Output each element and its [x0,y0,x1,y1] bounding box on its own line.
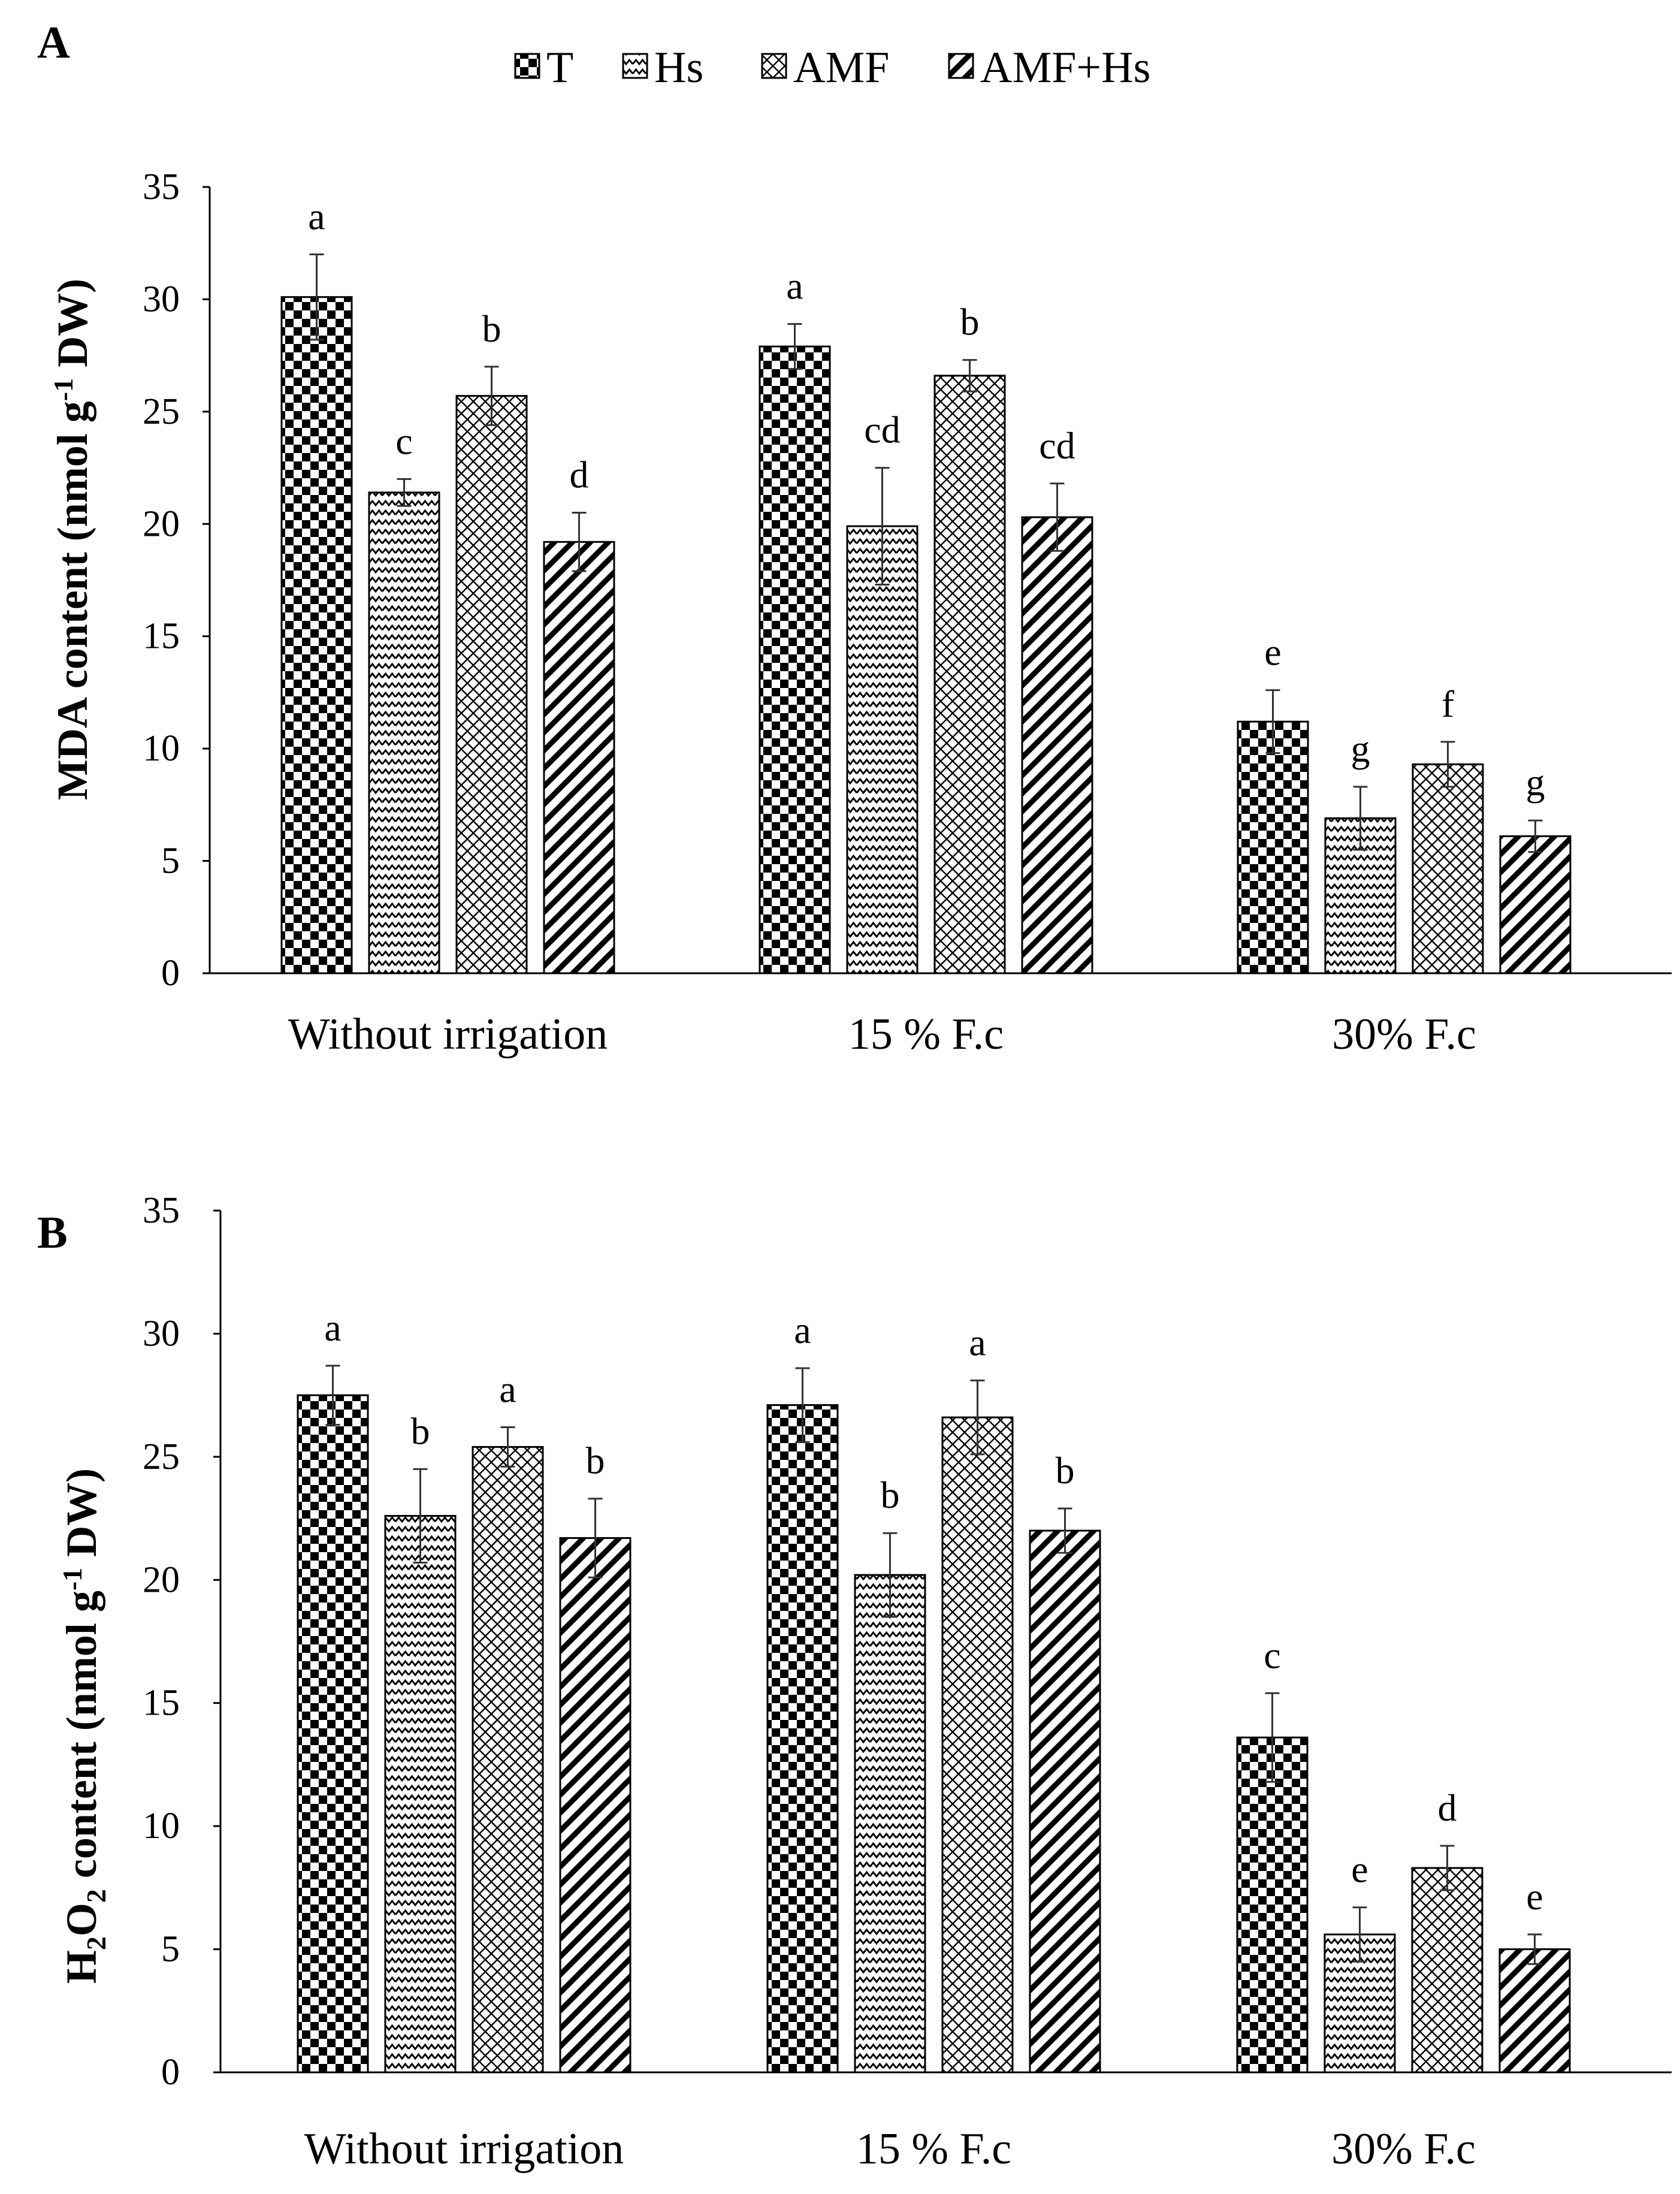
bar-b-amf-3 [1411,1867,1483,2074]
legend-swatch-amf [761,53,787,79]
y-tick-label-b: 15 [143,1683,180,1724]
significance-letter-b-amf-hs-3: e [1526,1875,1543,1918]
significance-letter-b-t-2: a [794,1309,811,1351]
significance-letter-b-t-3: c [1264,1634,1280,1676]
significance-letter-a-hs-2: cd [864,409,900,451]
chart-panel-a: 0 5 10 15 20 25 30 35 a c b d Without irrigation a cd b… [143,167,1672,1059]
significance-letter-a-amf-hs-1: d [570,454,589,496]
significance-letter-b-amf-3: d [1438,1786,1457,1829]
category-label-a-15-f-c: 15 % F.c [848,1010,1004,1059]
y-tick-label-b: 5 [161,1929,180,1970]
significance-letter-a-amf-2: b [960,301,980,343]
legend-swatch-amf-hs [948,53,974,79]
y-axis-title-b-sup: -1 [57,1568,87,1591]
category-label-b-without-irrigation: Without irrigation [304,2124,624,2174]
y-axis-title-b-tail: DW) [58,1468,105,1568]
y-tick-label-a: 35 [143,167,180,207]
significance-letter-b-hs-3: e [1351,1848,1368,1891]
significance-letter-a-amf-3: f [1442,683,1455,725]
category-label-a-30-f-c: 30% F.c [1332,1010,1476,1059]
significance-letter-a-t-2: a [786,265,803,307]
category-label-b-15-f-c: 15 % F.c [856,2124,1011,2174]
bar-a-amf-hs-1 [543,541,615,974]
legend: T Hs AMF AMF+Hs [514,43,1150,92]
bar-b-amf-2 [941,1416,1014,2074]
y-axis-title-a-tail: DW) [49,279,96,378]
significance-letter-a-hs-1: c [395,420,412,462]
significance-letter-a-amf-1: b [482,307,501,350]
y-axis-title-b-sub1: 2 [81,1936,111,1950]
y-axis-title-a-sup: -1 [48,378,78,401]
y-tick-label-a: 20 [143,503,180,544]
bar-b-t-3 [1236,1736,1309,2074]
bar-a-t-3 [1237,720,1309,974]
significance-letter-b-t-1: a [324,1306,341,1349]
significance-letter-b-amf-2: a [969,1321,986,1363]
legend-swatch-hs [622,53,648,79]
y-tick-label-b: 0 [161,2052,180,2093]
y-tick-label-a: 5 [161,841,180,882]
bar-b-hs-2 [854,1574,926,2074]
legend-item-hs: Hs [622,43,703,92]
panel-letter-a: A [37,17,70,68]
bar-b-amf-1 [472,1445,544,2074]
bar-a-t-2 [759,345,831,974]
significance-letter-a-amf-hs-2: cd [1039,424,1075,467]
significance-letter-a-hs-3: g [1351,728,1370,770]
bar-a-amf-hs-2 [1021,516,1093,974]
bar-b-amf-hs-3 [1498,1948,1571,2074]
significance-letter-b-hs-1: b [411,1410,430,1452]
legend-swatch-t [514,53,540,79]
significance-letter-a-t-1: a [308,195,325,237]
significance-letter-a-t-3: e [1264,631,1281,674]
y-tick-label-a: 0 [161,953,180,994]
panel-letter-b: B [37,1208,68,1258]
y-axis-title-b-main: content (nmol g [58,1591,105,1889]
bar-a-amf-3 [1412,763,1484,974]
significance-letter-b-amf-hs-1: b [586,1439,605,1482]
category-label-b-30-f-c: 30% F.c [1331,2124,1476,2174]
bar-a-amf-2 [933,375,1006,974]
bar-b-hs-1 [384,1514,457,2074]
legend-label-amf-hs: AMF+Hs [980,43,1150,92]
category-label-a-without-irrigation: Without irrigation [288,1010,608,1059]
bar-a-amf-hs-3 [1499,835,1572,974]
legend-label-t: T [546,43,573,92]
legend-item-amf-hs: AMF+Hs [948,43,1150,92]
y-tick-label-b: 20 [143,1559,180,1600]
significance-letter-b-amf-hs-2: b [1056,1449,1075,1492]
bar-a-hs-2 [846,525,918,974]
significance-letter-a-amf-hs-3: g [1526,761,1545,804]
y-tick-label-a: 25 [143,391,180,432]
significance-letter-b-hs-2: b [881,1474,900,1516]
bar-b-amf-hs-2 [1029,1529,1101,2074]
y-axis-title-a-main: MDA content (nmol g [49,401,96,800]
legend-item-amf: AMF [761,43,889,92]
bar-b-t-2 [766,1404,839,2074]
y-tick-label-a: 15 [143,616,180,657]
chart-panel-b: 0 5 10 15 20 25 30 35 a b a b Without irrigation a b a b… [143,1190,1672,2174]
y-axis-title-b-h: H [58,1950,105,1984]
bar-a-t-1 [280,296,353,974]
legend-label-hs: Hs [654,43,703,92]
y-tick-label-b: 35 [143,1190,180,1231]
bar-b-t-1 [297,1394,369,2074]
y-axis-title-a: MDA content (nmol g-1 DW) [48,279,96,800]
legend-item-t: T [514,43,573,92]
y-axis-title-b-sub2: 2 [81,1889,111,1903]
legend-label-amf: AMF [793,43,889,92]
y-axis-title-b-o: O [58,1903,105,1936]
y-tick-label-b: 30 [143,1313,180,1354]
y-tick-label-a: 10 [143,728,180,769]
y-tick-label-a: 30 [143,279,180,319]
y-tick-label-b: 10 [143,1806,180,1846]
bar-a-amf-1 [455,395,528,974]
y-tick-label-b: 25 [143,1436,180,1477]
bar-b-amf-hs-1 [559,1537,631,2074]
significance-letter-b-amf-1: a [499,1368,516,1411]
bar-a-hs-1 [368,491,440,974]
y-axis-title-b: H2O2 content (nmol g-1 DW) [57,1468,111,1984]
